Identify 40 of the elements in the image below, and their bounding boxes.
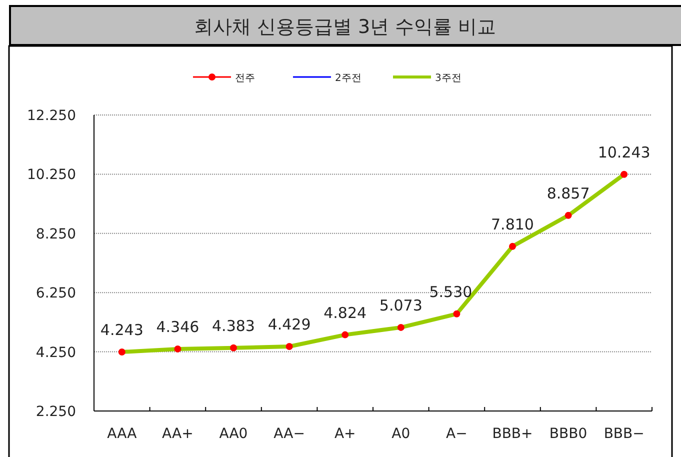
y-tick-label: 4.250 <box>36 344 76 361</box>
point <box>509 242 516 250</box>
y-tick-label: 2.250 <box>36 404 76 420</box>
point <box>620 170 628 178</box>
chart-title: 회사채 신용등급별 3년 수익률 비교 <box>194 16 496 38</box>
text: 10.243 <box>598 143 650 162</box>
x-tick-label: BBB0 <box>549 426 588 442</box>
point <box>564 212 572 219</box>
text: 5.073 <box>379 296 422 314</box>
point <box>230 344 237 352</box>
y-tick-label: 12.250 <box>27 108 76 124</box>
x-tick-label: AAA <box>107 426 138 442</box>
x-tick-label: AA+ <box>162 426 194 442</box>
y-tick-label: 8.250 <box>36 226 76 242</box>
text: 5.530 <box>429 282 472 301</box>
point <box>397 324 404 331</box>
point <box>118 348 126 356</box>
x-tick-label: A− <box>446 426 468 442</box>
text: 4.824 <box>324 304 367 322</box>
text: 4.243 <box>100 321 144 340</box>
point <box>286 343 293 350</box>
x-tick-label: AA0 <box>219 426 248 442</box>
text: 8.857 <box>546 184 590 202</box>
text: 4.346 <box>156 318 200 336</box>
legend-label: 3주전 <box>435 73 462 84</box>
x-tick-label: AA− <box>274 426 305 442</box>
x-tick-label: A0 <box>392 426 410 442</box>
x-tick-label: BBB− <box>604 426 644 442</box>
text: 7.810 <box>491 215 534 234</box>
legend-label: 전주 <box>235 73 255 84</box>
point <box>453 310 460 318</box>
x-tick-label: BBB+ <box>492 426 533 442</box>
text: 4.383 <box>212 316 255 335</box>
y-tick-label: 10.250 <box>27 167 76 184</box>
point <box>342 331 349 338</box>
legend-label: 2주전 <box>335 73 362 84</box>
text: 4.429 <box>268 316 311 334</box>
point <box>174 345 182 352</box>
x-tick-label: A+ <box>334 426 356 442</box>
y-tick-label: 6.250 <box>36 286 76 302</box>
